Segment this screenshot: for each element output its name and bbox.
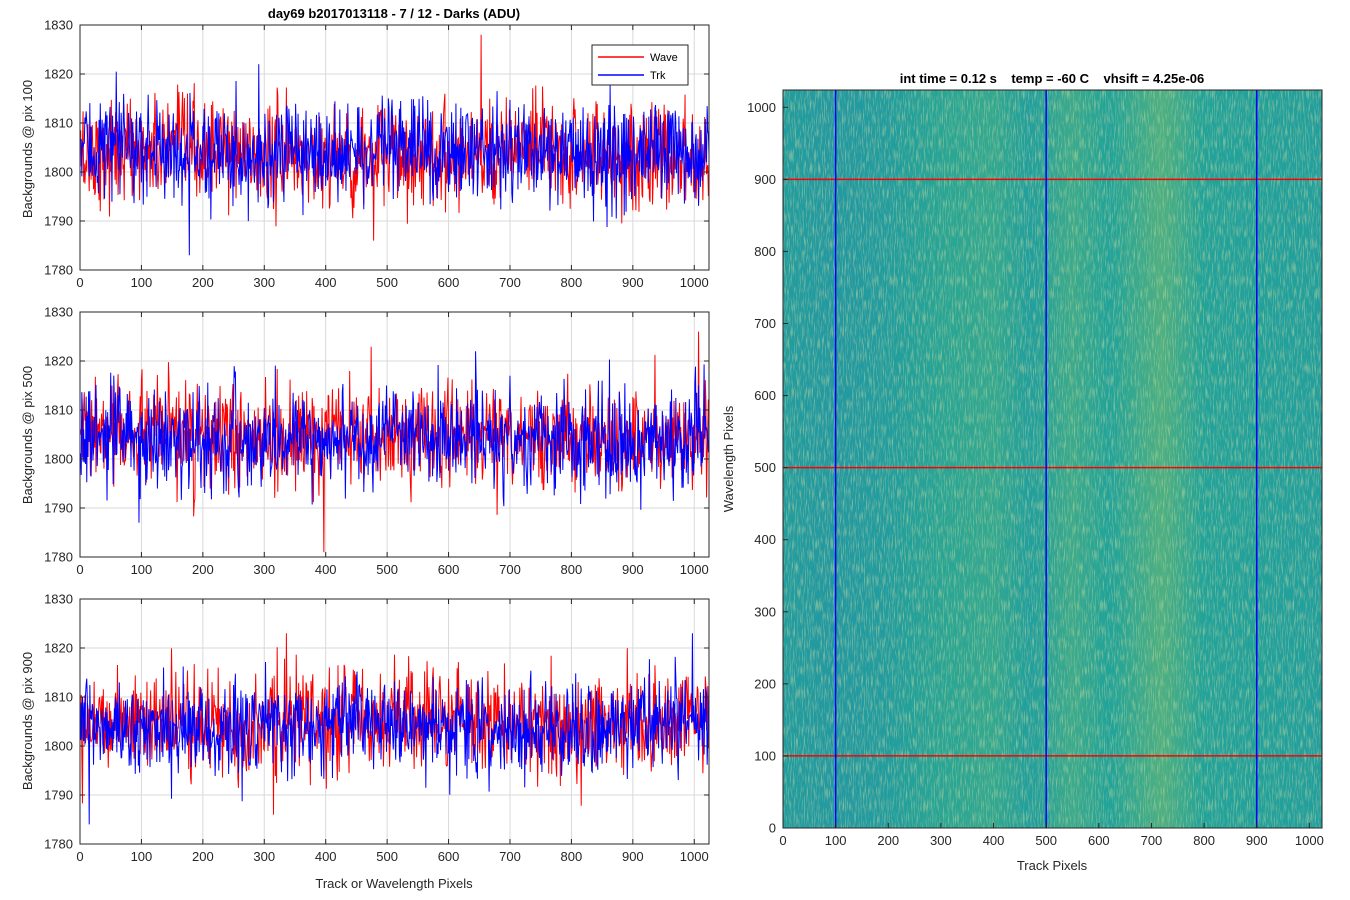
heatmap-x-tick-label: 0 [779,833,786,848]
x-tick-label: 0 [76,849,83,864]
x-tick-label: 700 [499,275,521,290]
subplot-1-ylabel: Backgrounds @ pix 100 [20,80,35,218]
heatmap-x-tick-label: 700 [1141,833,1163,848]
x-tick-label: 0 [76,275,83,290]
y-tick-label: 1830 [44,305,73,320]
x-tick-label: 0 [76,562,83,577]
x-tick-label: 1000 [680,562,709,577]
heatmap-x-tick-label: 600 [1088,833,1110,848]
legend: Wave Trk [592,45,688,85]
heatmap-y-tick-label: 200 [754,676,776,691]
heatmap-x-tick-label: 200 [877,833,899,848]
y-tick-label: 1830 [44,18,73,33]
heatmap-y-tick-label: 900 [754,172,776,187]
y-tick-label: 1800 [44,165,73,180]
x-tick-label: 900 [622,849,644,864]
x-tick-label: 700 [499,562,521,577]
x-tick-label: 100 [131,562,153,577]
y-tick-label: 1780 [44,550,73,565]
x-tick-label: 600 [438,275,460,290]
heatmap-xlabel: Track Pixels [1017,858,1088,873]
x-tick-label: 100 [131,849,153,864]
heatmap-y-tick-label: 0 [769,821,776,836]
x-tick-label: 100 [131,275,153,290]
x-tick-label: 600 [438,562,460,577]
x-tick-label: 600 [438,849,460,864]
heatmap-title: int time = 0.12 s temp = -60 C vhsift = … [900,71,1205,86]
x-tick-label: 900 [622,562,644,577]
y-tick-label: 1820 [44,641,73,656]
x-tick-label: 400 [315,275,337,290]
y-tick-label: 1800 [44,452,73,467]
subplot-pix-900: 0 100 200 300 400 500 600 700 800 900 1000 1780 1790… [20,592,709,892]
subplot-pix-100: 0 100 200 300 400 500 600 700 800 900 1000 1780 1790… [20,6,709,290]
heatmap-y-tick-label: 100 [754,748,776,763]
subplot-3-xlabel: Track or Wavelength Pixels [315,876,473,891]
heatmap-texture [783,90,1322,828]
heatmap-y-tick-label: 400 [754,532,776,547]
heatmap-y-tick-label: 300 [754,604,776,619]
heatmap-y-tick-label: 500 [754,460,776,475]
heatmap-x-tick-label: 900 [1246,833,1268,848]
subplot-pix-500: 0 100 200 300 400 500 600 700 800 900 1000 1780 1790… [20,305,709,578]
legend-box [592,45,688,85]
y-tick-label: 1810 [44,116,73,131]
heatmap-y-tick-label: 700 [754,316,776,331]
subplot-2-ylabel: Backgrounds @ pix 500 [20,366,35,504]
heatmap-y-tick-label: 800 [754,244,776,259]
y-tick-label: 1820 [44,354,73,369]
subplot-1-title: day69 b2017013118 - 7 / 12 - Darks (ADU) [268,6,520,21]
heatmap-x-tick-label: 500 [1035,833,1057,848]
heatmap-x-tick-label: 300 [930,833,952,848]
y-tick-label: 1820 [44,67,73,82]
x-tick-label: 800 [561,562,583,577]
x-tick-label: 400 [315,849,337,864]
y-tick-label: 1830 [44,592,73,607]
y-tick-label: 1780 [44,263,73,278]
subplot-3-ylabel: Backgrounds @ pix 900 [20,652,35,790]
plot-area-3: 0 100 200 300 400 500 600 700 800 900 1000 1780 1790… [44,592,709,865]
y-tick-label: 1810 [44,690,73,705]
x-tick-label: 800 [561,275,583,290]
heatmap-x-tick-label: 100 [825,833,847,848]
heatmap-ylabel: Wavelength Pixels [721,405,736,512]
heatmap-y-tick-label: 1000 [747,100,776,115]
x-tick-label: 1000 [680,275,709,290]
heatmap-x-tick-label: 400 [983,833,1005,848]
heatmap-area: 0 100 200 300 400 500 600 700 800 900 1000 0 100 200 3… [747,90,1324,848]
x-tick-label: 300 [253,275,275,290]
legend-trk-label: Trk [650,70,666,82]
legend-wave-label: Wave [650,52,678,64]
heatmap-x-tick-label: 800 [1193,833,1215,848]
x-tick-label: 300 [253,562,275,577]
y-tick-label: 1790 [44,501,73,516]
x-tick-label: 200 [192,275,214,290]
x-tick-label: 900 [622,275,644,290]
y-tick-label: 1790 [44,788,73,803]
x-tick-label: 500 [376,275,398,290]
heatmap-panel: 0 100 200 300 400 500 600 700 800 900 1000 0 100 200 3… [721,71,1324,873]
x-tick-label: 500 [376,562,398,577]
x-tick-label: 200 [192,562,214,577]
x-tick-label: 400 [315,562,337,577]
y-tick-label: 1790 [44,214,73,229]
heatmap-x-tick-label: 1000 [1295,833,1324,848]
x-tick-label: 300 [253,849,275,864]
y-tick-label: 1780 [44,837,73,852]
plot-area-2: 0 100 200 300 400 500 600 700 800 900 1000 1780 1790… [44,305,709,578]
x-tick-label: 800 [561,849,583,864]
heatmap-y-tick-label: 600 [754,388,776,403]
x-tick-label: 200 [192,849,214,864]
x-tick-label: 700 [499,849,521,864]
x-tick-label: 500 [376,849,398,864]
y-tick-label: 1810 [44,403,73,418]
x-tick-label: 1000 [680,849,709,864]
y-tick-label: 1800 [44,739,73,754]
